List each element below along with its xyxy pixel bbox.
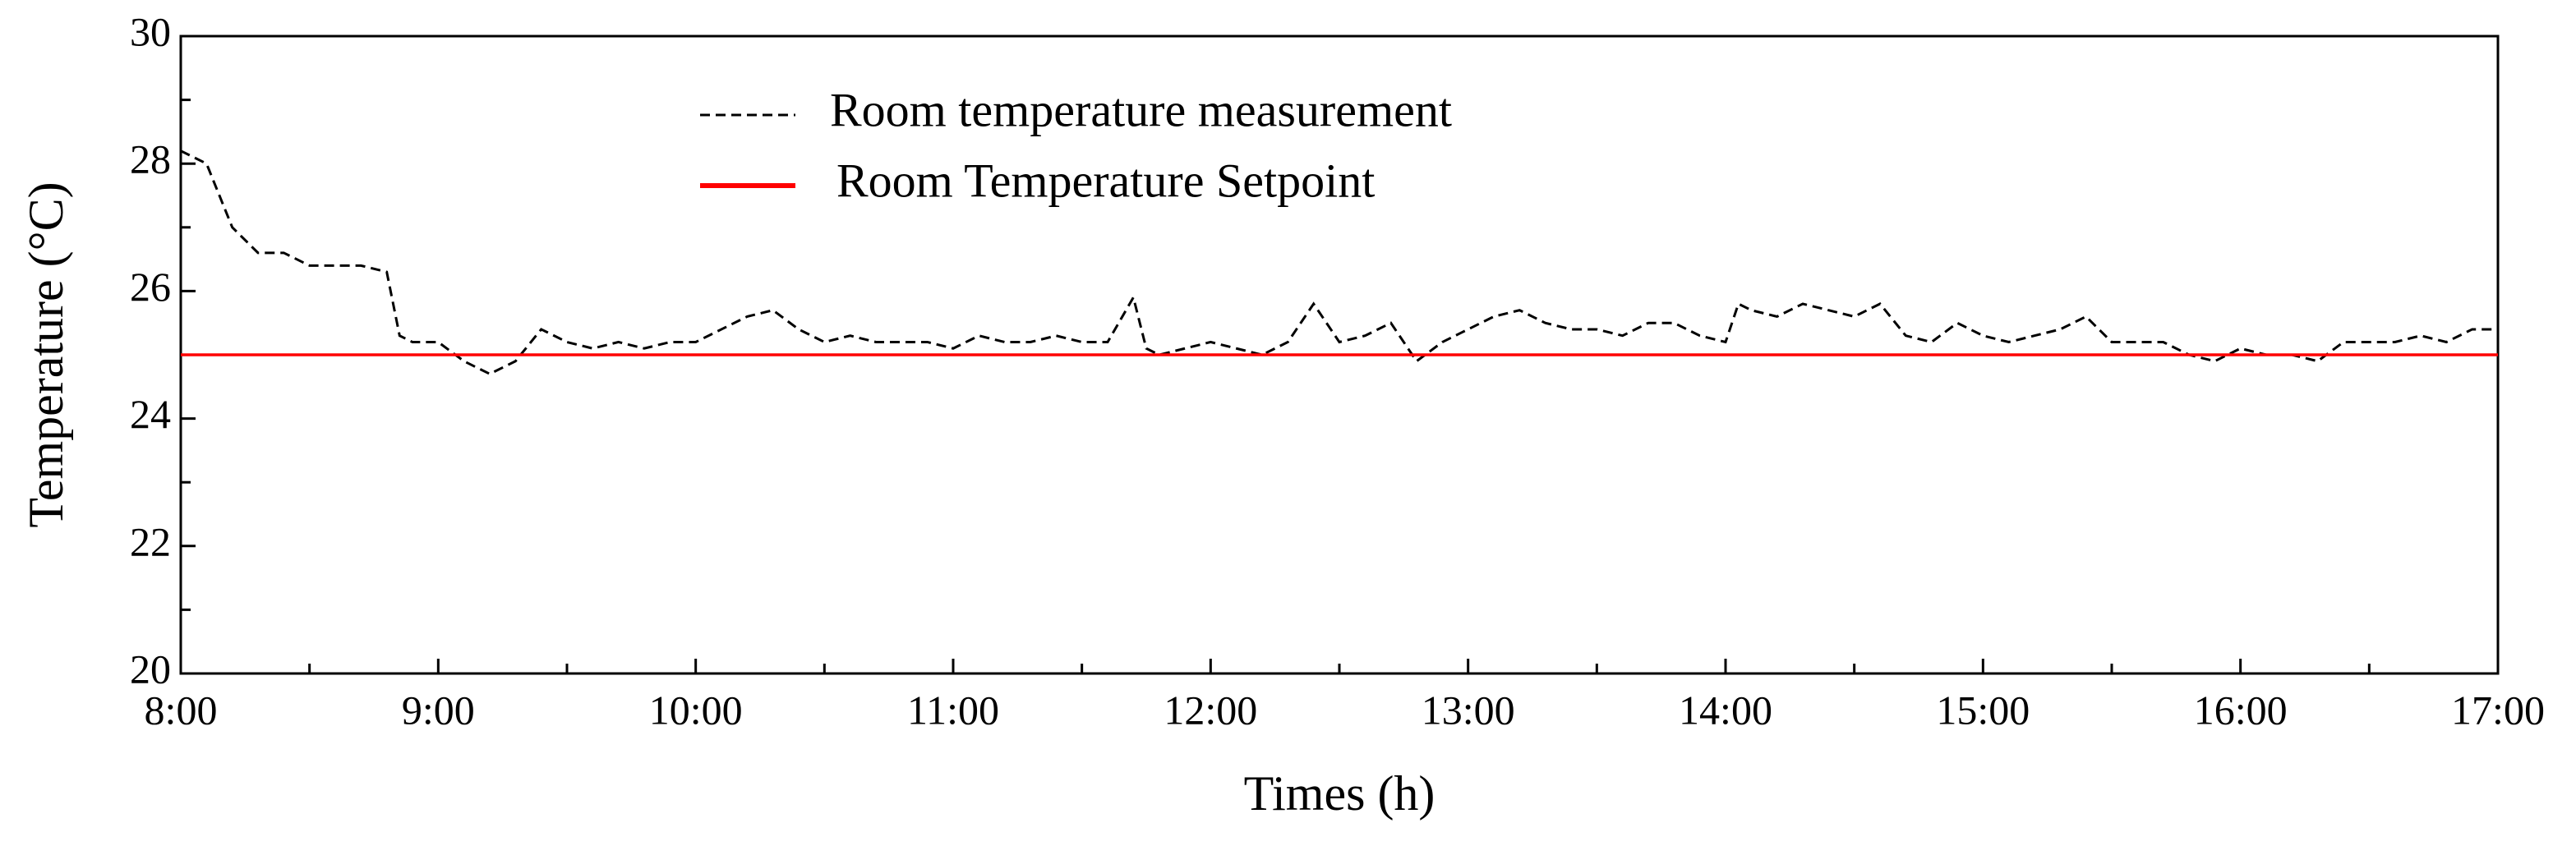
x-tick-label: 17:00: [2451, 687, 2545, 733]
series-line: [180, 149, 2498, 375]
x-tick-label: 13:00: [1422, 687, 1515, 733]
y-tick-label: 28: [130, 136, 171, 182]
x-tick-label: 15:00: [1936, 687, 2030, 733]
x-tick-label: 9:00: [402, 687, 475, 733]
x-tick-label: 10:00: [649, 687, 743, 733]
x-axis-label: Times (h): [1244, 766, 1435, 821]
y-tick-label: 20: [130, 646, 171, 692]
x-tick-label: 12:00: [1164, 687, 1257, 733]
legend-label: Room Temperature Setpoint: [836, 154, 1375, 207]
y-tick-label: 24: [130, 391, 171, 437]
y-tick-label: 22: [130, 518, 171, 564]
legend-label: Room temperature measurement: [830, 83, 1452, 136]
x-tick-label: 8:00: [145, 687, 218, 733]
y-axis-label: Temperature (°C): [19, 182, 73, 527]
y-tick-label: 26: [130, 264, 171, 310]
x-tick-label: 14:00: [1679, 687, 1772, 733]
y-tick-label: 30: [130, 8, 171, 54]
x-tick-label: 11:00: [907, 687, 999, 733]
x-tick-label: 16:00: [2194, 687, 2288, 733]
